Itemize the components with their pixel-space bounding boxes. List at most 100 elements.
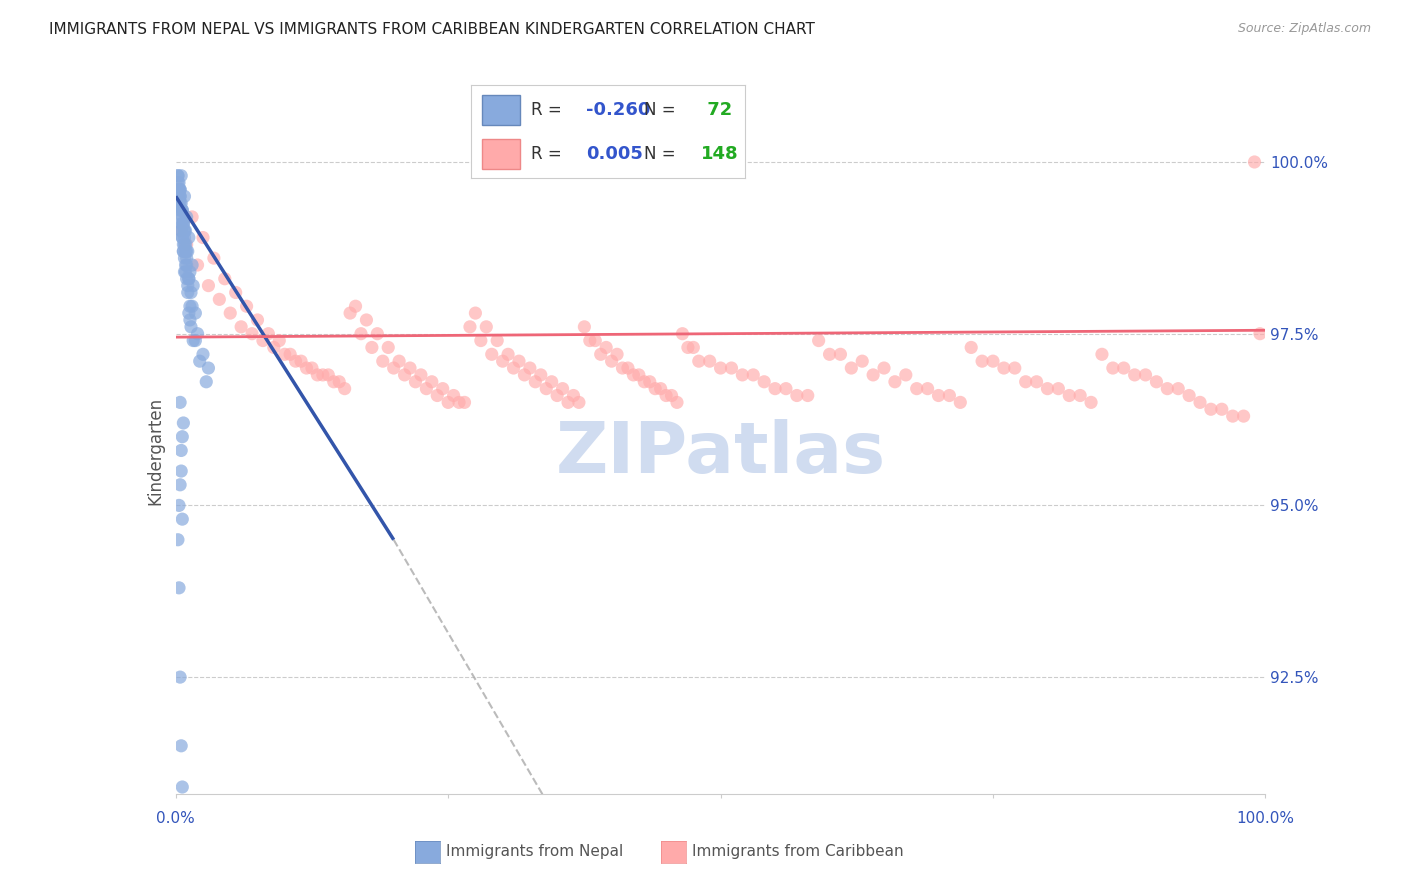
Point: [263, 340, 285, 354]
Point: [172, 512, 194, 526]
Point: [172, 416, 194, 430]
Text: -0.260: -0.260: [586, 101, 651, 119]
Point: [938, 388, 960, 402]
Point: [754, 375, 776, 389]
Point: [170, 464, 193, 478]
Point: [807, 334, 830, 348]
Point: [851, 354, 873, 368]
Point: [170, 224, 193, 238]
Point: [519, 361, 541, 376]
Text: 72: 72: [702, 101, 733, 119]
Point: [173, 237, 195, 252]
Y-axis label: Kindergarten: Kindergarten: [146, 396, 165, 505]
Point: [184, 334, 207, 348]
Point: [763, 382, 786, 396]
Point: [371, 354, 394, 368]
Point: [169, 477, 191, 491]
Point: [269, 334, 291, 348]
Point: [420, 375, 443, 389]
Point: [174, 224, 197, 238]
Point: [1243, 155, 1265, 169]
Point: [191, 347, 214, 361]
Point: [546, 388, 568, 402]
Point: [191, 230, 214, 244]
Point: [508, 354, 530, 368]
Point: [172, 430, 194, 444]
FancyBboxPatch shape: [482, 95, 520, 125]
Point: [170, 202, 193, 217]
Point: [731, 368, 754, 382]
Point: [186, 326, 209, 341]
Point: [186, 258, 209, 272]
Point: [818, 347, 841, 361]
Point: [172, 217, 194, 231]
Point: [426, 388, 449, 402]
Point: [894, 368, 917, 382]
Point: [405, 375, 427, 389]
Point: [655, 388, 678, 402]
Point: [1178, 388, 1201, 402]
Point: [184, 306, 207, 320]
Point: [742, 368, 765, 382]
Point: [464, 306, 486, 320]
Point: [174, 265, 197, 279]
Point: [1069, 388, 1091, 402]
Point: [513, 368, 536, 382]
Point: [333, 382, 356, 396]
Point: [169, 395, 191, 409]
Point: [208, 293, 231, 307]
Point: [1015, 375, 1038, 389]
Point: [339, 306, 361, 320]
Point: [437, 395, 460, 409]
Text: Immigrants from Caribbean: Immigrants from Caribbean: [692, 845, 904, 859]
Point: [1199, 402, 1222, 417]
Point: [1222, 409, 1244, 423]
Point: [284, 354, 307, 368]
Point: [172, 237, 194, 252]
Point: [167, 533, 190, 547]
Point: [720, 361, 742, 376]
Point: [180, 285, 202, 300]
Text: Source: ZipAtlas.com: Source: ZipAtlas.com: [1237, 22, 1371, 36]
Point: [173, 265, 195, 279]
Point: [167, 182, 190, 196]
Point: [1004, 361, 1026, 376]
Point: [540, 375, 562, 389]
Text: ZIPatlas: ZIPatlas: [555, 419, 886, 489]
Point: [195, 375, 218, 389]
Point: [1112, 361, 1135, 376]
Point: [502, 361, 524, 376]
Point: [312, 368, 335, 382]
Text: N =: N =: [644, 145, 681, 163]
Point: [830, 347, 852, 361]
Point: [172, 244, 194, 259]
Point: [278, 347, 301, 361]
Point: [197, 278, 219, 293]
Point: [301, 361, 323, 376]
Text: 0.005: 0.005: [586, 145, 643, 163]
Point: [176, 271, 198, 285]
Point: [579, 334, 602, 348]
Point: [797, 388, 820, 402]
Point: [633, 375, 655, 389]
Point: [627, 368, 650, 382]
Point: [394, 368, 416, 382]
Point: [176, 258, 198, 272]
Point: [174, 237, 197, 252]
Point: [240, 326, 263, 341]
Point: [318, 368, 340, 382]
Point: [475, 319, 498, 334]
Point: [172, 210, 194, 224]
Point: [177, 271, 200, 285]
Point: [307, 368, 329, 382]
Point: [231, 319, 253, 334]
Point: [169, 189, 191, 203]
Text: 100.0%: 100.0%: [1236, 811, 1295, 826]
Point: [172, 202, 194, 217]
Text: R =: R =: [531, 145, 572, 163]
Point: [676, 340, 699, 354]
Point: [621, 368, 644, 382]
Point: [172, 244, 194, 259]
Point: [274, 347, 297, 361]
Point: [170, 169, 193, 183]
